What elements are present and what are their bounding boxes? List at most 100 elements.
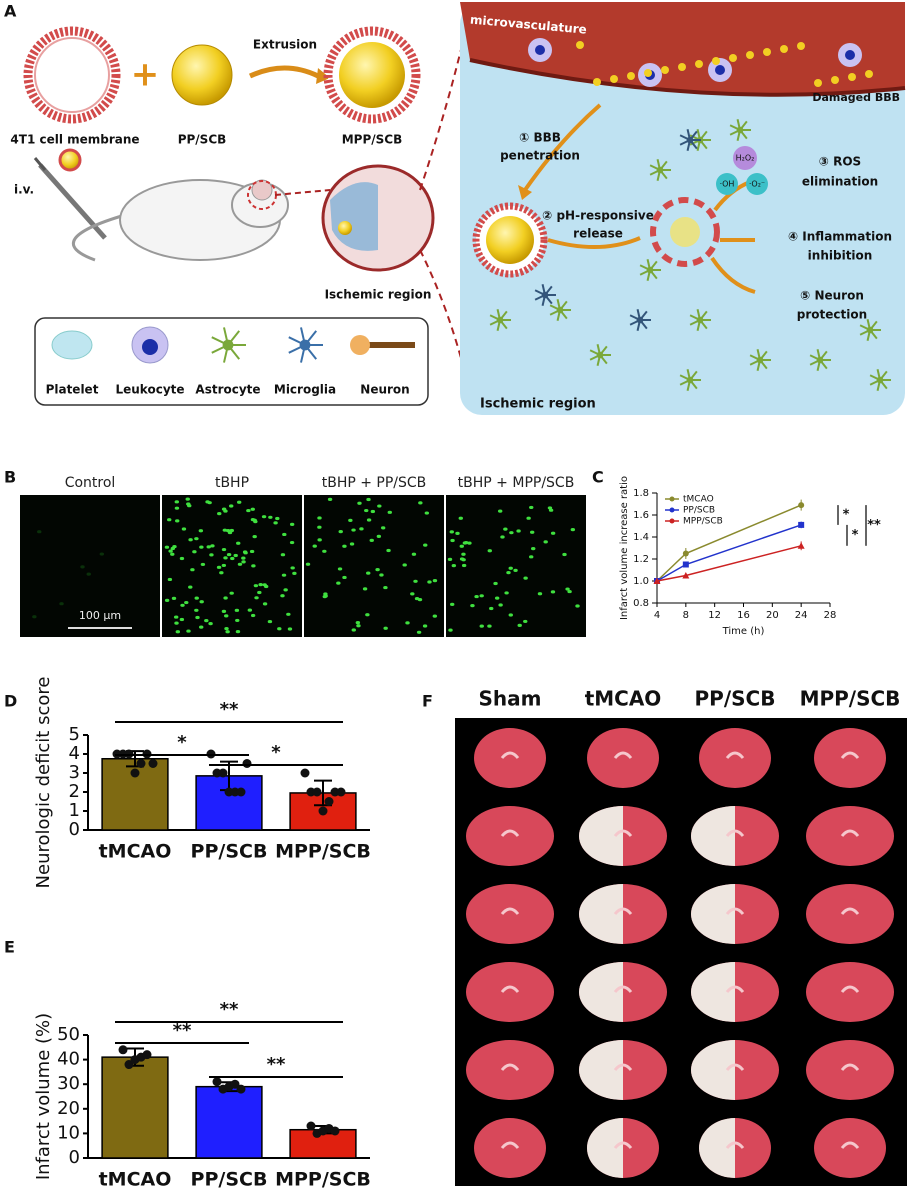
step-label: ③ ROS	[819, 155, 861, 169]
illustration-shape	[733, 146, 757, 170]
cell-nucleus	[526, 516, 531, 520]
column-label: tBHP + PP/SCB	[322, 475, 427, 491]
y-tick-label: 0	[69, 819, 80, 840]
cell-nucleus	[229, 504, 234, 508]
cell-nucleus	[508, 566, 513, 570]
ventricle	[613, 751, 633, 759]
cell-nucleus	[199, 625, 204, 629]
nanoparticle	[695, 60, 703, 68]
marker	[653, 577, 661, 584]
group: Sham tMCAO PP/SCB MPP/SCB	[466, 687, 900, 1178]
astrocyte-glyph	[816, 356, 824, 364]
cell-nucleus	[383, 626, 388, 630]
species-label: H₂O₂	[736, 154, 755, 163]
illustration-shape	[670, 217, 700, 247]
cell-nucleus	[99, 552, 105, 556]
ventricle	[613, 1141, 633, 1149]
illustration-shape	[710, 256, 756, 294]
cell-nucleus	[494, 596, 500, 600]
cell-nucleus	[253, 519, 258, 524]
data-point	[330, 1126, 340, 1136]
cell-nucleus	[509, 531, 514, 535]
cell-nucleus	[174, 506, 180, 510]
cell-nucleus	[204, 619, 209, 623]
legend-marker	[669, 518, 675, 524]
illustration-shape	[251, 179, 273, 201]
cell-nucleus	[194, 608, 199, 612]
ventricle	[840, 985, 860, 993]
brain-slice	[814, 1118, 886, 1178]
cell-nucleus	[253, 584, 259, 588]
cell-nucleus	[234, 608, 240, 612]
cell-nucleus	[194, 596, 199, 600]
cell-nucleus	[261, 515, 267, 519]
brain-slice	[806, 962, 894, 1022]
cell-nucleus	[479, 594, 484, 598]
cell-nucleus	[459, 544, 464, 548]
cell-nucleus	[170, 552, 175, 556]
cell-nucleus	[458, 516, 463, 520]
x-tick-label: 8	[683, 610, 689, 621]
illustration-shape	[547, 236, 641, 249]
y-tick-label: 1.2	[633, 554, 649, 565]
cell-nucleus	[493, 581, 498, 586]
nanoparticle	[848, 73, 856, 81]
cell-nucleus	[175, 630, 181, 634]
data-point	[306, 1121, 316, 1131]
ventricle	[725, 829, 745, 837]
cell-nucleus	[529, 555, 534, 559]
cell-nucleus	[249, 549, 255, 554]
cell-nucleus	[170, 546, 176, 551]
infarct-area	[579, 806, 623, 866]
significance-label: **	[867, 518, 881, 533]
cell-nucleus	[487, 549, 492, 553]
y-tick-label: 40	[57, 1049, 80, 1070]
cell-nucleus	[323, 592, 328, 596]
infarct-area	[691, 884, 735, 944]
cell-nucleus	[32, 615, 37, 619]
legend-label: Neuron	[360, 383, 409, 397]
legend-label: Astrocyte	[195, 383, 260, 397]
data-point	[236, 787, 246, 797]
brain-slice	[806, 884, 894, 944]
cell-nucleus	[305, 562, 311, 566]
data-point	[300, 768, 310, 778]
cell-nucleus	[570, 528, 576, 532]
cell-nucleus	[459, 557, 465, 561]
micrograph	[20, 495, 160, 637]
y-tick-label: 1	[69, 800, 80, 821]
illustration-shape	[518, 185, 532, 200]
ventricle	[500, 751, 520, 759]
marker	[798, 502, 805, 509]
ventricle	[613, 829, 633, 837]
cell-nucleus	[405, 621, 410, 625]
cell-nucleus	[529, 505, 534, 510]
nanoparticle	[814, 79, 822, 87]
cell-nucleus	[188, 585, 193, 589]
nanoparticle	[763, 48, 771, 56]
cell-nucleus	[424, 511, 430, 515]
cell-nucleus	[461, 563, 467, 568]
cell-nucleus	[206, 545, 211, 549]
illustration-shape	[460, 2, 905, 95]
nanoparticle	[627, 72, 635, 80]
cell-nucleus	[447, 557, 453, 561]
cell-nucleus	[567, 589, 572, 594]
x-tick-label: PP/SCB	[191, 1169, 268, 1191]
illustration-shape	[339, 42, 405, 108]
cell-nucleus	[427, 580, 432, 584]
cell-nucleus	[338, 530, 343, 534]
cell-nucleus	[221, 547, 227, 552]
data-point	[242, 759, 252, 768]
x-tick-label: 12	[708, 610, 721, 621]
marker	[682, 572, 690, 579]
cell-nucleus	[523, 619, 528, 624]
cell-nucleus	[422, 624, 428, 628]
label: PP/SCB	[178, 133, 227, 147]
cell-nucleus	[322, 549, 327, 553]
cell-nucleus	[186, 502, 191, 506]
cell-nucleus	[235, 630, 241, 634]
series-line	[656, 545, 802, 582]
cell-nucleus	[380, 526, 386, 530]
cell-nucleus	[448, 628, 453, 632]
